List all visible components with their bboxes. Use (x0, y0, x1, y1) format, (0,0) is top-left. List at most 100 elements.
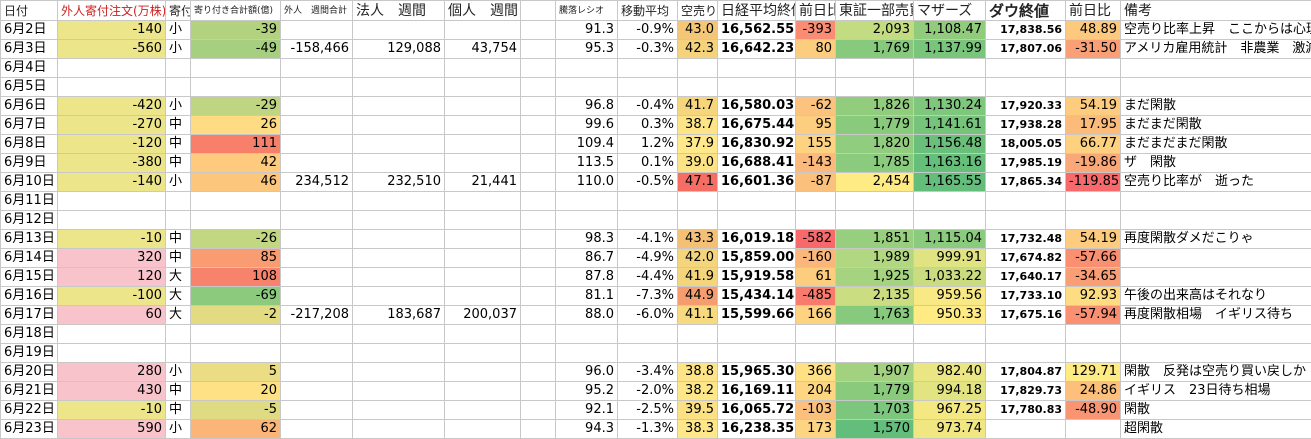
cell (1065, 210, 1121, 230)
cell (57, 210, 166, 230)
cell: 17,675.16 (985, 305, 1066, 325)
cell (280, 191, 353, 211)
cell: 87.8 (555, 267, 618, 287)
cell: 973.74 (913, 419, 986, 439)
cell (520, 229, 556, 249)
cell (555, 343, 618, 363)
cell (677, 210, 718, 230)
cell: 1,703 (835, 400, 914, 420)
cell: 5 (190, 362, 281, 382)
cell (555, 58, 618, 78)
cell: 88.0 (555, 305, 618, 325)
cell: 1,130.24 (913, 96, 986, 116)
cell: 183,687 (352, 305, 445, 325)
cell (795, 191, 836, 211)
cell (280, 229, 353, 249)
cell (444, 58, 521, 78)
cell: 15,919.58 (717, 267, 796, 287)
cell: 37.9 (677, 134, 718, 154)
cell (1120, 191, 1311, 211)
cell (520, 77, 556, 97)
cell (352, 267, 445, 287)
cell (985, 324, 1066, 344)
cell: 54.19 (1065, 96, 1121, 116)
cell: 17,838.56 (985, 20, 1066, 40)
cell (352, 248, 445, 268)
cell: 1,163.16 (913, 153, 986, 173)
cell: 中 (165, 400, 191, 420)
row: 6月9日 -380 中 42 113.5 0.1% 39.0 16,688.41 -143 1,7… (0, 153, 1311, 173)
cell: -103 (795, 400, 836, 420)
cell: 366 (795, 362, 836, 382)
cell (352, 324, 445, 344)
cell (444, 400, 521, 420)
cell: -48.90 (1065, 400, 1121, 420)
cell: 超閑散 (1120, 419, 1311, 439)
cell (280, 153, 353, 173)
cell (617, 58, 678, 78)
cell: 21,441 (444, 172, 521, 192)
cell (280, 286, 353, 306)
cell (520, 39, 556, 59)
cell: 1.2% (617, 134, 678, 154)
cell (1065, 343, 1121, 363)
header-cell: ダウ終値 (985, 0, 1066, 21)
cell: 950.33 (913, 305, 986, 325)
cell: 再度閑散相場 イギリス待ち (1120, 305, 1311, 325)
cell (444, 286, 521, 306)
header-cell: 騰落レシオ (555, 0, 618, 21)
cell (280, 77, 353, 97)
cell (985, 419, 1066, 439)
cell: 43,754 (444, 39, 521, 59)
cell (352, 229, 445, 249)
cell: 1,165.55 (913, 172, 986, 192)
cell: 173 (795, 419, 836, 439)
cell: 1,137.99 (913, 39, 986, 59)
cell (444, 381, 521, 401)
cell: 17,865.34 (985, 172, 1066, 192)
cell (352, 400, 445, 420)
cell: 17,938.28 (985, 115, 1066, 135)
cell: 42.3 (677, 39, 718, 59)
cell: 中 (165, 134, 191, 154)
cell (352, 362, 445, 382)
header-cell: 外人 週間合計 (280, 0, 353, 21)
cell: 99.6 (555, 115, 618, 135)
header-cell: 前日比 (795, 0, 836, 21)
cell (617, 77, 678, 97)
cell (677, 191, 718, 211)
cell: 6月10日 (0, 172, 58, 192)
cell: -158,466 (280, 39, 353, 59)
cell: 66.77 (1065, 134, 1121, 154)
cell (352, 58, 445, 78)
cell: -10 (57, 229, 166, 249)
cell: -140 (57, 172, 166, 192)
cell: -57.94 (1065, 305, 1121, 325)
cell: -420 (57, 96, 166, 116)
cell (280, 210, 353, 230)
cell: 6月11日 (0, 191, 58, 211)
cell (352, 191, 445, 211)
cell (57, 58, 166, 78)
cell (57, 324, 166, 344)
cell: 大 (165, 305, 191, 325)
cell: 320 (57, 248, 166, 268)
cell (444, 210, 521, 230)
cell: 95.2 (555, 381, 618, 401)
cell: -2.0% (617, 381, 678, 401)
cell: -5 (190, 400, 281, 420)
cell: 234,512 (280, 172, 353, 192)
cell (985, 210, 1066, 230)
cell: 1,989 (835, 248, 914, 268)
cell: イギリス 23日待ち相場 (1120, 381, 1311, 401)
cell: 96.0 (555, 362, 618, 382)
header-cell: マザーズ (913, 0, 986, 21)
cell: -2.5% (617, 400, 678, 420)
cell: 中 (165, 153, 191, 173)
cell (280, 419, 353, 439)
cell (1065, 419, 1121, 439)
row: 6月16日 -100 大 -69 81.1 -7.3% 44.9 15,434.14 -485 2… (0, 286, 1311, 306)
cell (444, 267, 521, 287)
cell (280, 362, 353, 382)
row: 6月22日 -10 中 -5 92.1 -2.5% 39.5 16,065.72 -103 1,7… (0, 400, 1311, 420)
